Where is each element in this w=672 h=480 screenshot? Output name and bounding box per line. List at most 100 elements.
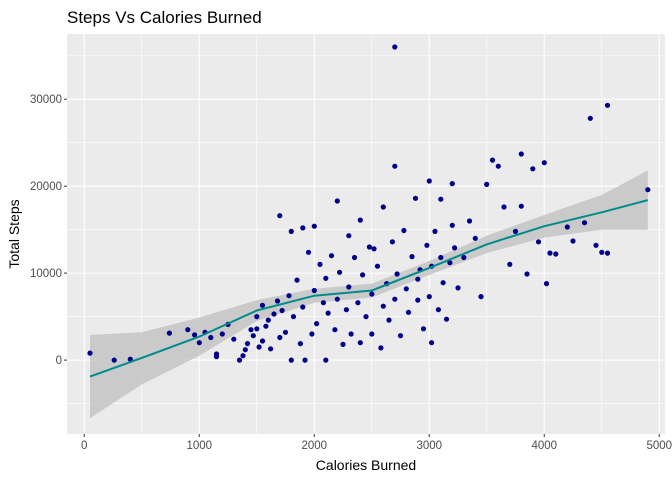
data-point [432,228,438,234]
data-point [449,222,455,228]
data-point [403,286,409,292]
data-point [386,317,392,323]
data-point [248,327,254,333]
data-point [389,239,395,245]
data-point [489,157,496,163]
data-point [438,196,444,202]
data-point [599,249,605,255]
data-point [244,341,251,347]
data-point [401,227,407,234]
data-point [645,187,651,193]
data-point [466,218,473,224]
data-point [443,316,450,322]
data-point [254,326,260,332]
data-point [185,327,191,333]
data-point [426,178,432,184]
data-point [455,285,461,291]
y-axis-title: Total Steps [6,199,22,268]
x-tick-label: 3000 [416,440,442,452]
data-point [286,293,292,299]
data-point [530,166,536,172]
data-point [501,204,507,210]
data-point [357,217,363,223]
data-point [300,225,306,231]
data-point [412,195,419,201]
data-point [311,223,317,229]
data-point [320,300,326,306]
data-point [305,249,312,255]
data-point [440,280,446,286]
data-point [282,329,289,335]
y-axis-ticks: 0 10000 20000 30000 [30,94,67,367]
data-point [302,357,308,363]
data-point [294,277,300,283]
data-point [343,307,349,313]
x-tick-label: 1000 [186,440,212,452]
chart-title: Steps Vs Calories Burned [67,8,262,27]
data-point [265,317,271,323]
data-point [311,287,317,294]
data-point [380,303,386,309]
data-point [429,340,435,346]
data-point [380,204,386,210]
data-point [328,253,335,259]
data-point [374,263,381,269]
data-point [369,331,375,337]
data-point [111,357,117,363]
data-point [409,254,415,260]
data-point [593,242,599,248]
data-point [277,334,283,341]
data-point [323,357,329,363]
x-axis-title: Calories Burned [316,457,416,473]
data-point [461,254,467,261]
data-point [309,331,315,337]
data-point [323,275,329,281]
data-point [332,327,338,333]
data-point [277,213,283,219]
data-point [535,239,542,245]
data-point [564,224,570,230]
data-point [348,331,354,337]
x-tick-label: 0 [81,440,87,452]
data-point [426,294,432,300]
data-point [478,294,484,300]
data-point [317,261,323,267]
data-point [378,345,384,351]
data-point [87,350,93,356]
data-point [581,220,588,226]
x-tick-label: 2000 [301,440,327,452]
data-point [254,314,260,320]
data-point [334,198,340,204]
data-point [337,269,343,275]
y-tick-label: 10000 [30,268,62,280]
data-point [449,181,455,187]
data-point [250,333,256,339]
data-point [346,233,352,239]
data-point [263,323,269,329]
grid-minor [67,34,665,434]
data-point [405,309,412,315]
data-point [259,302,266,308]
data-point [231,336,237,342]
data-point [518,203,524,209]
data-point [438,254,444,261]
data-point [371,246,377,252]
data-point [435,307,441,313]
data-point [271,311,277,317]
data-point [397,333,404,339]
data-point [424,242,430,248]
data-point [340,341,346,347]
data-point [543,281,550,287]
data-point [196,340,202,346]
data-point [208,334,214,341]
y-tick-label: 20000 [30,181,62,193]
data-point [452,245,458,251]
data-point [507,261,513,267]
y-tick-label: 30000 [30,94,62,106]
data-point [541,160,547,166]
data-point [166,330,172,336]
data-point [236,357,243,363]
x-axis-ticks: 0 1000 2000 3000 4000 5000 [81,434,672,452]
data-point [392,296,398,302]
data-point [518,151,524,157]
